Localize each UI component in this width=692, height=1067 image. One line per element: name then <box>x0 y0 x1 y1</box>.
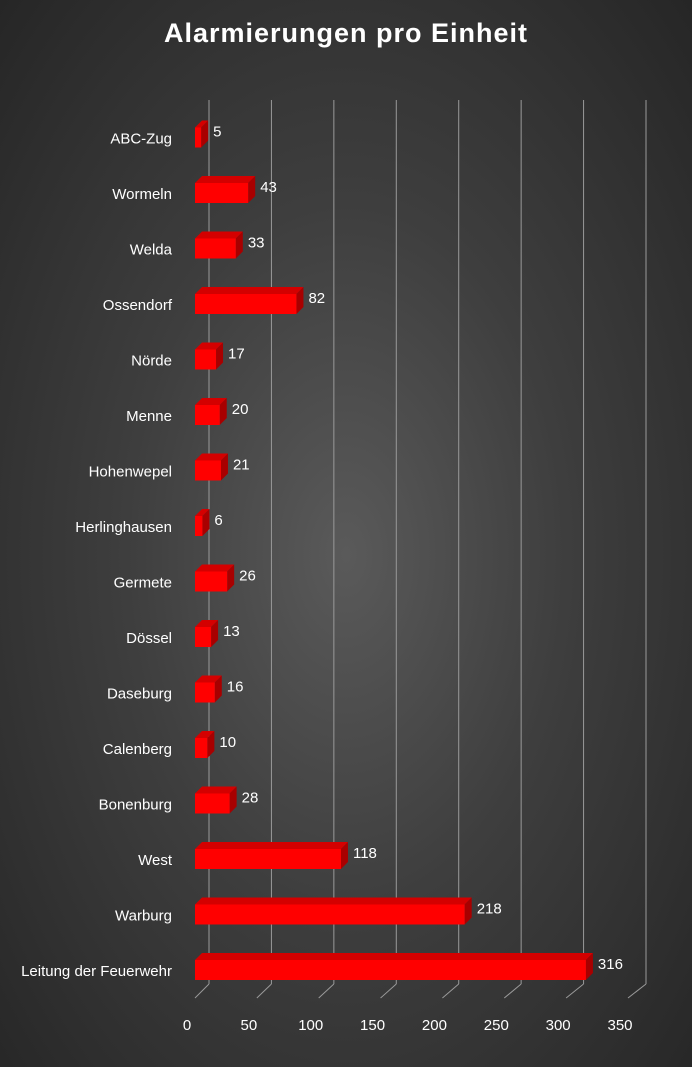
bar-side <box>464 897 472 925</box>
bar-side <box>235 231 243 259</box>
category-label: Warburg <box>115 908 172 925</box>
bar <box>195 238 236 259</box>
data-label: 28 <box>242 790 259 807</box>
category-label: Daseburg <box>107 686 172 703</box>
data-label: 10 <box>219 734 236 751</box>
bar-side <box>207 731 215 758</box>
data-label: 316 <box>598 956 623 973</box>
x-tick-label: 100 <box>298 1017 323 1034</box>
bar-top <box>195 897 472 905</box>
category-label: Germete <box>114 575 172 592</box>
bar-top <box>195 342 224 350</box>
bar-top <box>195 120 209 128</box>
gridline-floor <box>194 983 210 999</box>
category-label: Nörde <box>131 353 172 370</box>
data-label: 82 <box>308 290 325 307</box>
bar-top <box>195 953 593 960</box>
gridline-floor <box>627 983 647 999</box>
bar <box>195 183 249 203</box>
bar-top <box>195 731 215 738</box>
data-label: 43 <box>260 179 277 196</box>
data-label: 5 <box>213 124 221 141</box>
bar-top <box>195 564 235 572</box>
category-label: Wormeln <box>112 186 172 203</box>
bar-top <box>195 675 222 683</box>
data-label: 20 <box>232 401 249 418</box>
bar <box>195 349 217 370</box>
category-label: Calenberg <box>103 741 172 758</box>
x-tick-label: 200 <box>422 1017 447 1034</box>
gridline-floor <box>318 983 335 999</box>
bar-side <box>219 398 227 425</box>
bar-side <box>585 953 593 980</box>
gridline-floor <box>503 983 522 999</box>
data-label: 21 <box>233 457 250 474</box>
bar <box>195 793 230 814</box>
bar-side <box>214 675 222 703</box>
bar <box>195 571 228 592</box>
category-label: Welda <box>130 242 173 259</box>
bar <box>195 849 341 869</box>
bar-side <box>201 120 209 148</box>
category-label: Hohenwepel <box>89 464 172 481</box>
gridline-floor <box>442 983 460 999</box>
category-label: Ossendorf <box>103 297 173 314</box>
bar-top <box>195 842 348 849</box>
x-tick-label: 50 <box>241 1017 258 1034</box>
category-label: ABC-Zug <box>110 131 172 148</box>
x-tick-label: 0 <box>183 1017 191 1034</box>
bar <box>195 960 586 980</box>
gridline-floor <box>380 983 397 999</box>
data-label: 218 <box>477 901 502 918</box>
bar-side <box>202 509 210 536</box>
bar-top <box>195 786 237 794</box>
data-label: 26 <box>239 568 256 585</box>
bar <box>195 627 212 647</box>
bar-side <box>211 620 219 647</box>
data-label: 17 <box>228 346 245 363</box>
chart-title: Alarmierungen pro Einheit <box>163 18 529 48</box>
bar-top <box>195 620 219 627</box>
x-tick-label: 150 <box>360 1017 385 1034</box>
bar <box>195 405 220 425</box>
bar-top <box>195 509 210 516</box>
category-label: Dössel <box>126 630 172 647</box>
data-label: 13 <box>223 623 240 640</box>
gridline-floor <box>256 983 272 999</box>
gridline-floor <box>565 983 584 999</box>
data-label: 118 <box>353 845 377 862</box>
x-tick-label: 300 <box>546 1017 571 1034</box>
category-label: Bonenburg <box>99 797 172 814</box>
category-label: Herlinghausen <box>75 519 172 536</box>
bar-top <box>195 398 227 405</box>
bar <box>195 516 203 536</box>
bar-side <box>296 287 304 314</box>
data-label: 6 <box>214 512 222 529</box>
bar <box>195 127 202 148</box>
x-tick-label: 250 <box>484 1017 509 1034</box>
bar-side <box>227 564 235 592</box>
bar-top <box>195 453 228 461</box>
bar <box>195 682 215 703</box>
bar-side <box>216 342 224 370</box>
bar-top <box>195 231 243 239</box>
category-label: West <box>138 852 173 869</box>
category-label: Leitung der Feuerwehr <box>21 963 172 980</box>
category-label: Menne <box>126 408 172 425</box>
bar <box>195 294 297 314</box>
data-label: 33 <box>248 235 265 252</box>
bar <box>195 738 208 758</box>
bar-top <box>195 176 256 183</box>
bar <box>195 904 465 925</box>
bar-side <box>220 453 228 481</box>
bar-side <box>229 786 237 814</box>
x-tick-label: 350 <box>607 1017 632 1034</box>
data-label: 16 <box>227 679 244 696</box>
bar-side <box>340 842 348 869</box>
bar-top <box>195 287 304 294</box>
bar-side <box>248 176 256 203</box>
bar <box>195 460 221 481</box>
